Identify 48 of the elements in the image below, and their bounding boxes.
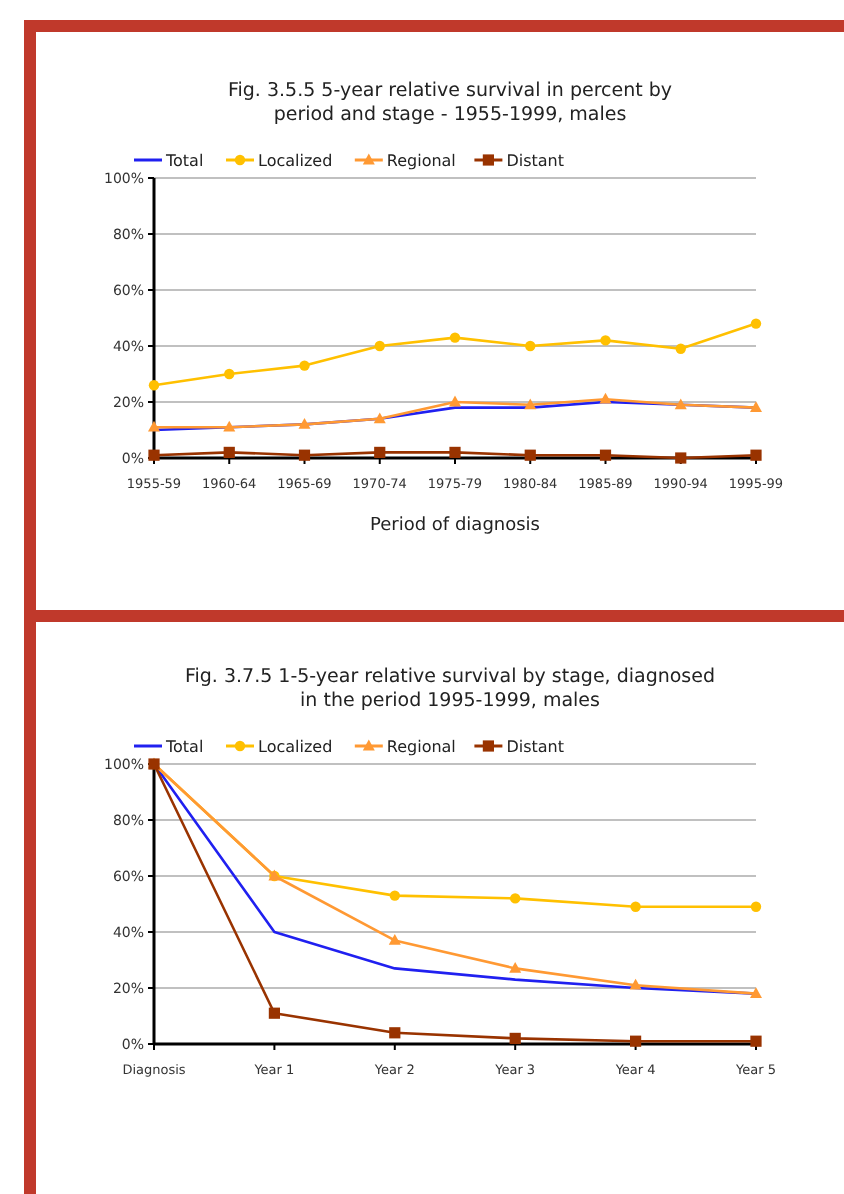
point <box>524 449 536 461</box>
legend-label: Localized <box>258 738 333 756</box>
point <box>389 1027 401 1039</box>
point <box>750 987 762 998</box>
point <box>675 343 686 354</box>
point <box>268 1007 280 1019</box>
point <box>388 934 401 945</box>
legend-label: Localized <box>258 152 333 170</box>
point <box>599 392 612 404</box>
point <box>148 380 160 391</box>
point <box>374 340 385 352</box>
point <box>675 452 687 464</box>
point <box>630 901 641 912</box>
legend-label: Regional <box>386 152 456 170</box>
point <box>750 401 762 412</box>
point <box>525 340 536 352</box>
point <box>224 368 235 380</box>
point <box>449 446 461 458</box>
point <box>600 335 611 346</box>
point <box>373 412 386 424</box>
legend-label: Regional <box>386 738 456 756</box>
point <box>630 1035 642 1047</box>
point <box>449 332 461 343</box>
point <box>223 420 236 432</box>
point <box>299 360 310 371</box>
chart-title: Fig. 3.5.5 5-year relative survival in percent by period and stage - 1955-1999, males <box>227 80 673 126</box>
point <box>449 395 461 407</box>
point <box>629 978 642 990</box>
point <box>509 1032 521 1044</box>
legend-label: Total <box>164 738 204 756</box>
point <box>524 398 537 410</box>
point <box>750 318 762 329</box>
point <box>223 446 235 458</box>
legend-label: Total <box>164 152 204 170</box>
point <box>148 420 160 432</box>
point <box>510 893 521 904</box>
point <box>298 449 311 461</box>
x-axis-title: Period of diagnosis <box>370 516 541 536</box>
chart-title: Fig. 3.7.5 1-5-year relative survival by stage, diagnosed in the period 1995-1999, males <box>184 666 716 712</box>
legend-label: Distant <box>506 738 564 756</box>
point <box>599 449 612 461</box>
point <box>750 901 762 912</box>
point <box>298 418 311 429</box>
point <box>509 962 522 973</box>
legend-label: Distant <box>506 152 564 170</box>
point <box>389 890 400 901</box>
point <box>374 446 386 458</box>
point <box>674 398 687 410</box>
